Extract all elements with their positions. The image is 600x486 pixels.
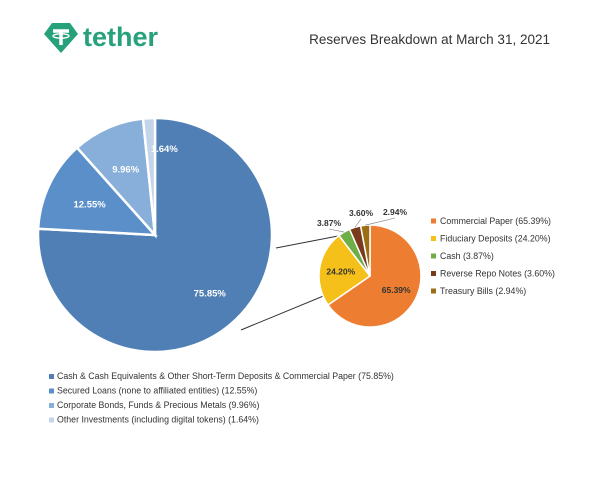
tether-logo-text: tether xyxy=(83,22,159,52)
detail-pie-data-label: 3.87% xyxy=(317,218,342,228)
detail-legend-swatch xyxy=(431,236,436,241)
detail-pie-data-label: 2.94% xyxy=(383,207,408,217)
detail-pie-slice-1 xyxy=(318,234,372,307)
detail-pie-data-label: 3.60% xyxy=(349,208,374,218)
main-legend-label: Secured Loans (none to affiliated entiti… xyxy=(57,386,257,396)
detail-legend-swatch xyxy=(431,253,436,259)
main-pie-data-label: 12.55% xyxy=(73,200,106,211)
detail-legend-label: Cash (3.87%) xyxy=(440,251,494,261)
main-legend-swatch xyxy=(49,374,54,379)
connector-line-bottom xyxy=(240,289,339,331)
detail-pie: 65.39% 24.20% 3.87% 3.60% 2.94% xyxy=(317,207,422,328)
detail-legend-label: Commercial Paper (65.39%) xyxy=(440,216,551,226)
detail-pie-data-label: 24.20% xyxy=(326,266,355,276)
detail-legend-swatch xyxy=(431,218,436,224)
detail-legend-swatch xyxy=(431,271,436,276)
main-legend-label: Other Investments (including digital tok… xyxy=(57,415,259,425)
main-legend-label: Cash & Cash Equivalents & Other Short-Te… xyxy=(57,371,394,381)
detail-legend: Commercial Paper (65.39%) Fiduciary Depos… xyxy=(431,216,555,296)
detail-legend-label: Fiduciary Deposits (24.20%) xyxy=(440,234,551,244)
detail-pie-slice-4 xyxy=(359,224,371,277)
main-pie-data-label: 75.85% xyxy=(194,289,227,300)
detail-pie-slice-0 xyxy=(326,224,422,328)
main-legend-swatch xyxy=(49,403,54,408)
main-pie: 75.85% 12.55% 9.96% 1.64% xyxy=(36,116,274,354)
main-pie-slice-3 xyxy=(141,116,157,236)
detail-pie-leader-line xyxy=(328,228,345,233)
main-pie-slice-1 xyxy=(36,145,158,237)
main-pie-slice-0 xyxy=(36,116,274,354)
detail-legend-label: Treasury Bills (2.94%) xyxy=(440,286,526,296)
main-pie-data-label: 9.96% xyxy=(112,165,139,176)
main-legend: Cash & Cash Equivalents & Other Short-Te… xyxy=(49,371,394,425)
detail-legend-label: Reverse Repo Notes (3.60%) xyxy=(440,269,555,279)
detail-pie-leader-line xyxy=(365,217,396,226)
detail-legend-swatch xyxy=(431,288,436,294)
detail-pie-data-label: 65.39% xyxy=(382,285,411,295)
main-pie-data-label: 1.64% xyxy=(151,144,178,155)
main-legend-swatch xyxy=(49,417,54,423)
chart-title: Reserves Breakdown at March 31, 2021 xyxy=(309,32,550,47)
main-pie-slice-2 xyxy=(75,117,157,239)
tether-logo: tether xyxy=(44,22,159,53)
detail-pie-leader-line xyxy=(354,218,362,228)
main-legend-swatch xyxy=(49,388,54,394)
connector-line-top xyxy=(275,235,339,249)
main-legend-label: Corporate Bonds, Funds & Precious Metals… xyxy=(57,400,259,410)
